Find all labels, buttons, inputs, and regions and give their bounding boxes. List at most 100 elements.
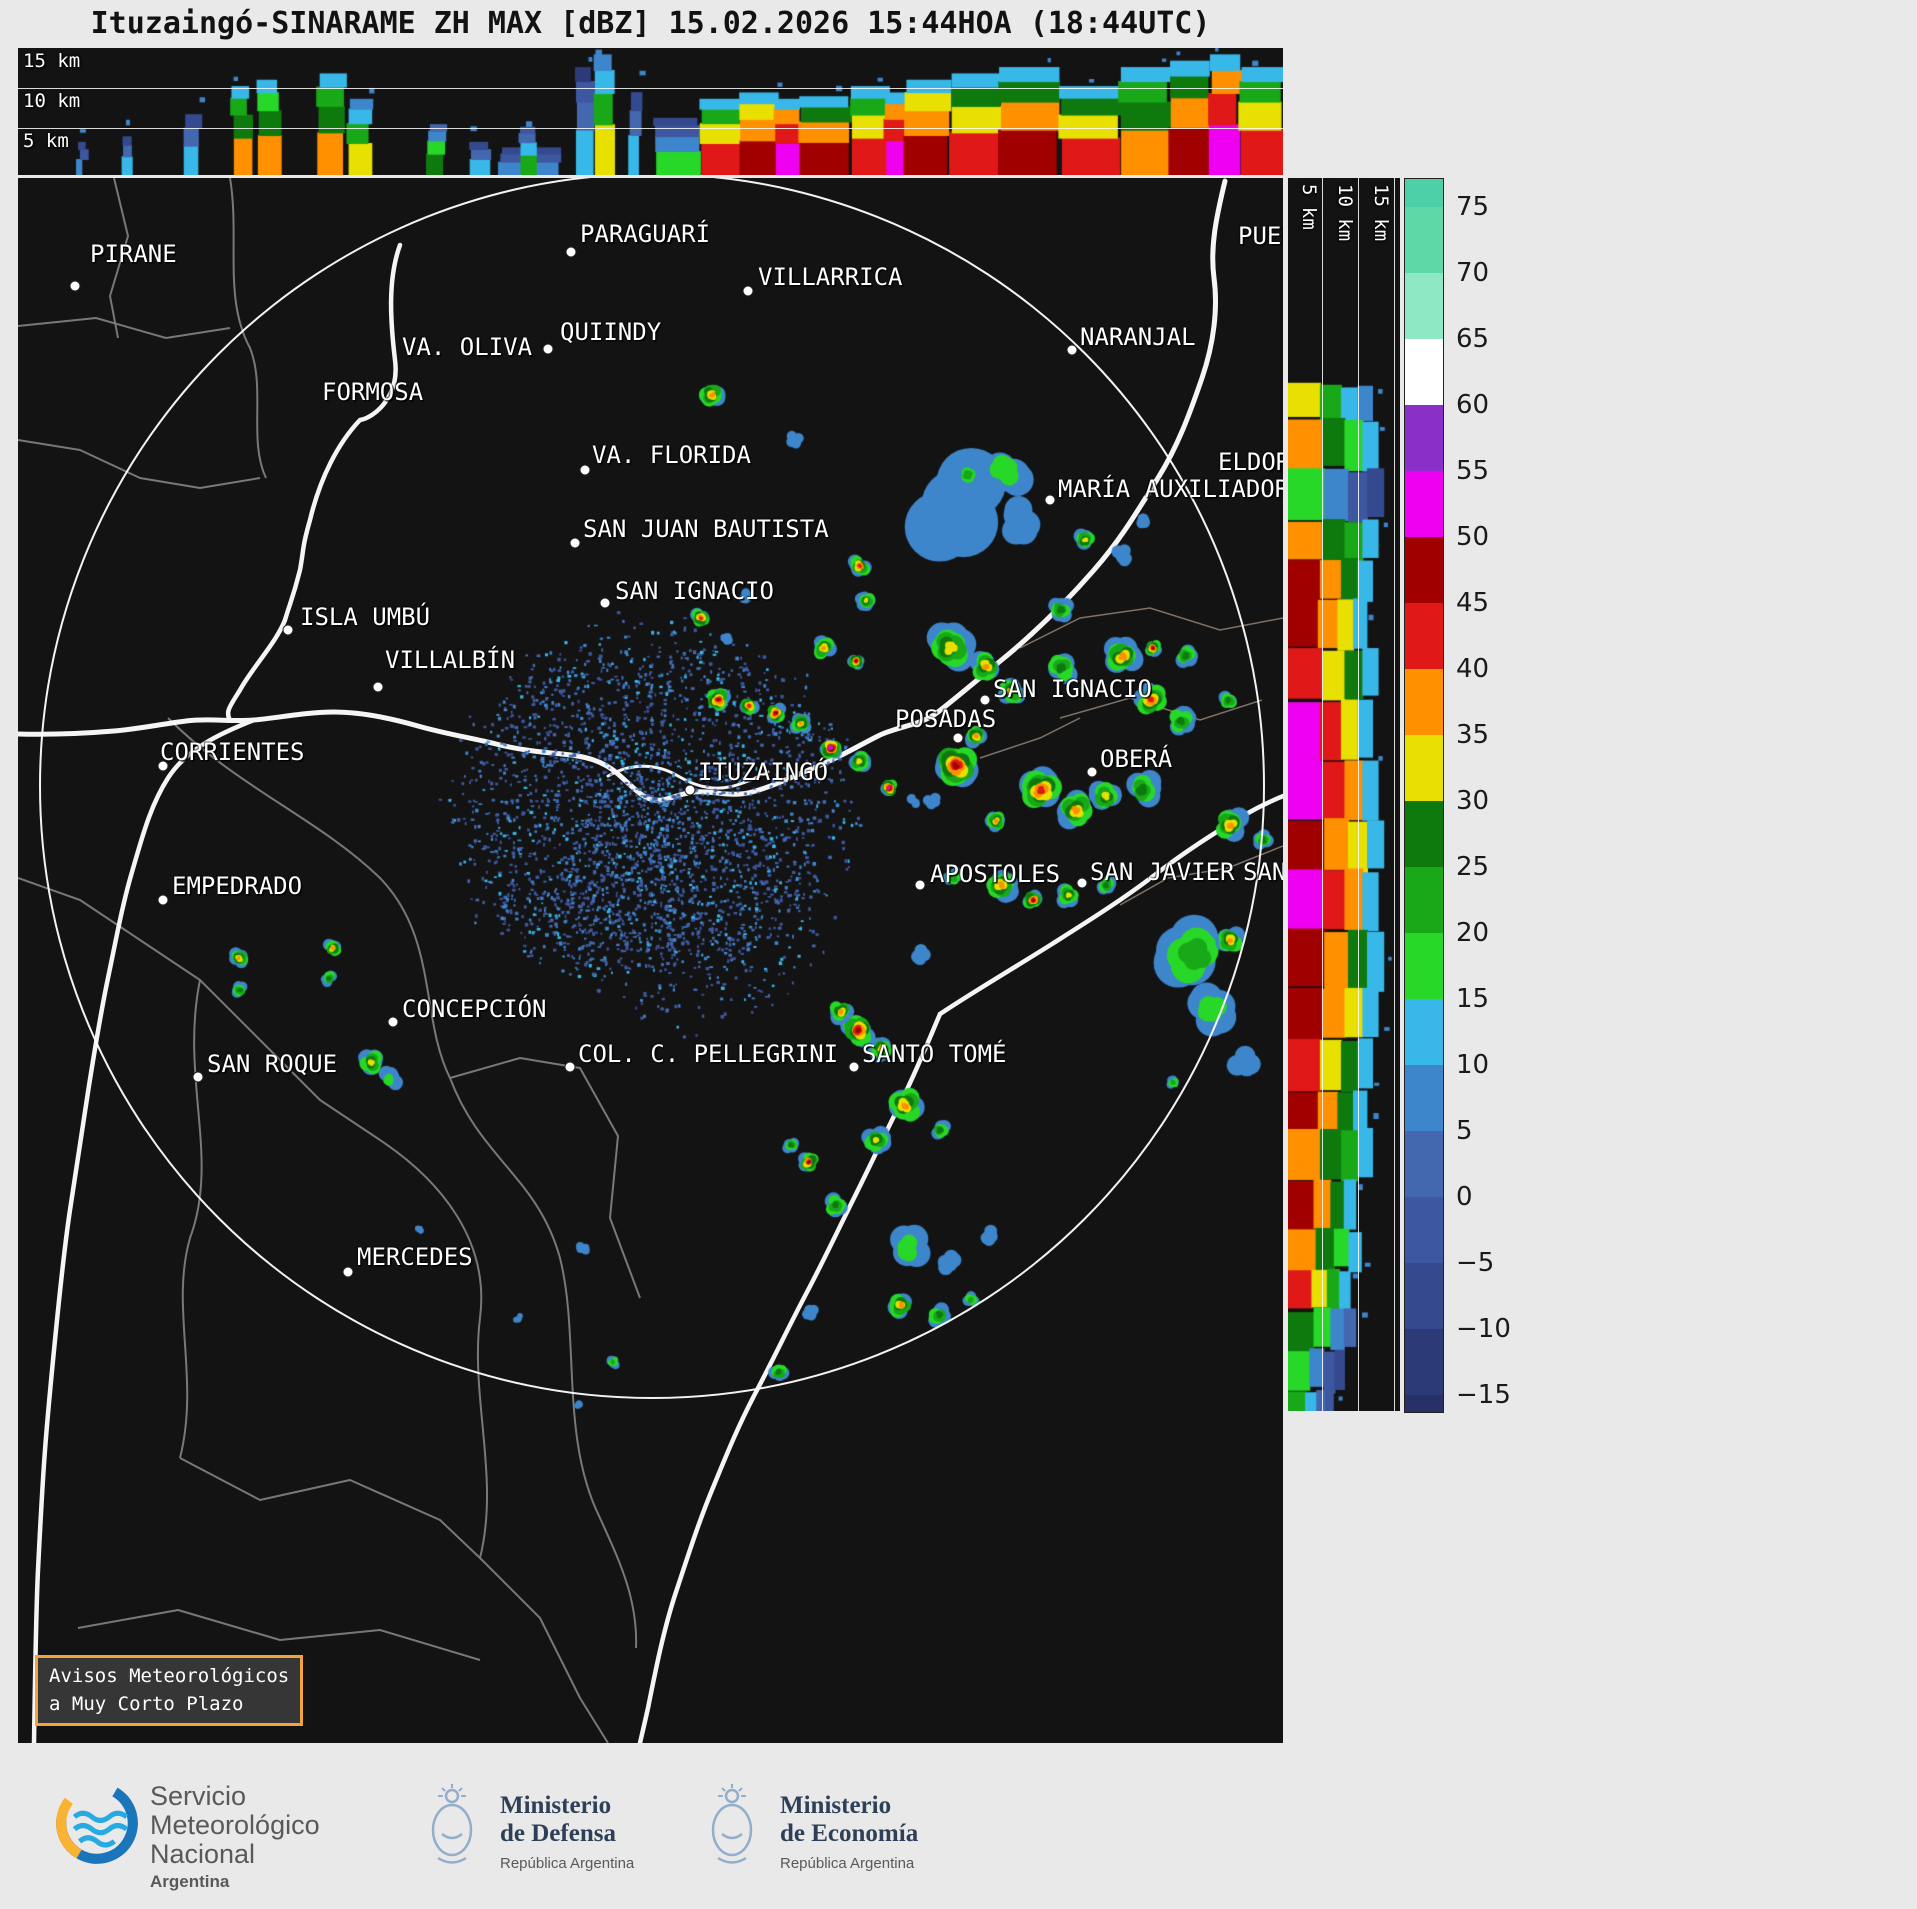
city-dot (684, 784, 696, 796)
colorbar-segment (1405, 339, 1443, 405)
city-label: APOSTOLES (930, 860, 1061, 888)
city-dot (342, 1266, 354, 1278)
colorbar-segment (1405, 1131, 1443, 1197)
altitude-line-10km-v (1358, 178, 1359, 1411)
city-dot (387, 1016, 399, 1028)
city-dot (565, 246, 577, 258)
city-label: FORMOSA (322, 378, 424, 406)
city-dot (848, 1061, 860, 1073)
colorbar-tick-label: 65 (1456, 324, 1490, 354)
warning-box[interactable]: Avisos Meteorológicos a Muy Corto Plazo (35, 1655, 304, 1727)
city-label: SAN IGNACIO (993, 675, 1152, 703)
city-dot (1086, 766, 1098, 778)
city-label: OBERÁ (1100, 745, 1173, 773)
city-label: SAN JUAN BAUTISTA (583, 515, 829, 543)
defensa-line2: de Defensa (500, 1820, 616, 1847)
city-label: PIRANE (90, 240, 177, 268)
city-label: ISLA UMBÚ (300, 603, 431, 631)
colorbar-tick-label: 5 (1456, 1116, 1473, 1146)
colorbar-tick-label: −15 (1456, 1380, 1511, 1410)
city-label: PARAGUARÍ (580, 220, 711, 248)
colorbar-segment (1405, 999, 1443, 1065)
colorbar-tick-label: 60 (1456, 390, 1490, 420)
smn-line2: Meteorológico (150, 1809, 320, 1840)
city-dot (282, 624, 294, 636)
axis-label-5km: 5 km (23, 130, 69, 152)
colorbar-segment (1405, 537, 1443, 603)
smn-wordmark: Servicio Meteorológico Nacional Argentin… (150, 1782, 320, 1891)
smn-country: Argentina (150, 1871, 230, 1891)
defensa-line1: Ministerio (500, 1792, 612, 1819)
smn-line3: Nacional (150, 1838, 256, 1869)
right-profile-canvas (1288, 178, 1400, 1411)
axis-label-15km: 15 km (23, 50, 81, 72)
colorbar-segment (1405, 603, 1443, 669)
city-label: EMPEDRADO (172, 872, 303, 900)
city-dot (914, 879, 926, 891)
colorbar-tick-label: 75 (1456, 192, 1490, 222)
city-label: VA. OLIVA (402, 333, 533, 361)
colorbar-tick-label: −5 (1456, 1248, 1495, 1278)
axis-label-15km-v: 15 km (1370, 184, 1392, 242)
city-label: VILLARRICA (758, 263, 903, 291)
warning-line1: Avisos Meteorológicos (49, 1665, 290, 1687)
city-dot (979, 694, 991, 706)
city-dot (599, 597, 611, 609)
colorbar-tick-label: 55 (1456, 456, 1490, 486)
city-dot (569, 537, 581, 549)
colorbar-segment (1405, 405, 1443, 471)
city-dot (192, 1071, 204, 1083)
axis-label-10km-v: 10 km (1334, 184, 1356, 242)
colorbar-segment (1405, 735, 1443, 801)
city-label: SANTO TOMÉ (862, 1040, 1007, 1068)
economia-crest (711, 1784, 753, 1864)
city-label: CORRIENTES (160, 738, 305, 766)
colorbar-segment (1405, 933, 1443, 999)
footer: Servicio Meteorológico Nacional Argentin… (0, 1750, 1917, 1909)
city-label: SAN JAVIER (1090, 858, 1235, 886)
city-dot (372, 681, 384, 693)
city-dot (1076, 877, 1088, 889)
city-label: SAN IGNACIO (615, 577, 774, 605)
colorbar-segment (1405, 1197, 1443, 1263)
city-dot (742, 285, 754, 297)
colorbar-segment (1405, 1263, 1443, 1329)
economia-wordmark: Ministerio de Economía República Argenti… (780, 1792, 918, 1872)
colorbar-segment (1405, 867, 1443, 933)
city-label: ELDORADO (1218, 448, 1283, 476)
colorbar-tick-label: 70 (1456, 258, 1490, 288)
city-label: POSADAS (895, 705, 997, 733)
city-dot (542, 343, 554, 355)
colorbar-tick-label: 0 (1456, 1182, 1473, 1212)
economia-sub: República Argentina (780, 1855, 915, 1872)
colorbar-tick-label: 10 (1456, 1050, 1490, 1080)
colorbar-tick-label: 15 (1456, 984, 1490, 1014)
economia-line2: de Economía (780, 1820, 919, 1847)
altitude-line-10km (18, 88, 1283, 89)
city-dot (579, 464, 591, 476)
city-dot (1044, 494, 1056, 506)
colorbar-gradient (1404, 178, 1444, 1413)
product-title: Ituzaingó-SINARAME ZH MAX [dBZ] 15.02.20… (90, 6, 1211, 41)
colorbar-tick-label: 50 (1456, 522, 1490, 552)
economia-line1: Ministerio (780, 1792, 892, 1819)
smn-line1: Servicio (150, 1781, 247, 1811)
city-dot (157, 894, 169, 906)
warning-line2: a Muy Corto Plazo (49, 1692, 244, 1715)
cross-section-right-panel: 5 km 10 km 15 km (1288, 178, 1400, 1411)
colorbar-tick-label: −10 (1456, 1314, 1511, 1344)
city-label: MARÍA AUXILIADORA (1058, 475, 1283, 503)
city-label: CONCEPCIÓN (402, 995, 547, 1023)
city-label: PUERTO (1238, 222, 1283, 250)
top-profile-canvas (18, 48, 1283, 175)
city-label: COL. C. PELLEGRINI (578, 1040, 839, 1068)
city-dot (1066, 344, 1078, 356)
colorbar-segment (1405, 273, 1443, 339)
axis-label-10km: 10 km (23, 90, 81, 112)
defensa-crest (431, 1784, 473, 1864)
altitude-line-5km-v (1322, 178, 1323, 1411)
colorbar-tick-label: 40 (1456, 654, 1490, 684)
altitude-line-5km (18, 128, 1283, 129)
city-label: SAN ROQUE (207, 1050, 338, 1078)
